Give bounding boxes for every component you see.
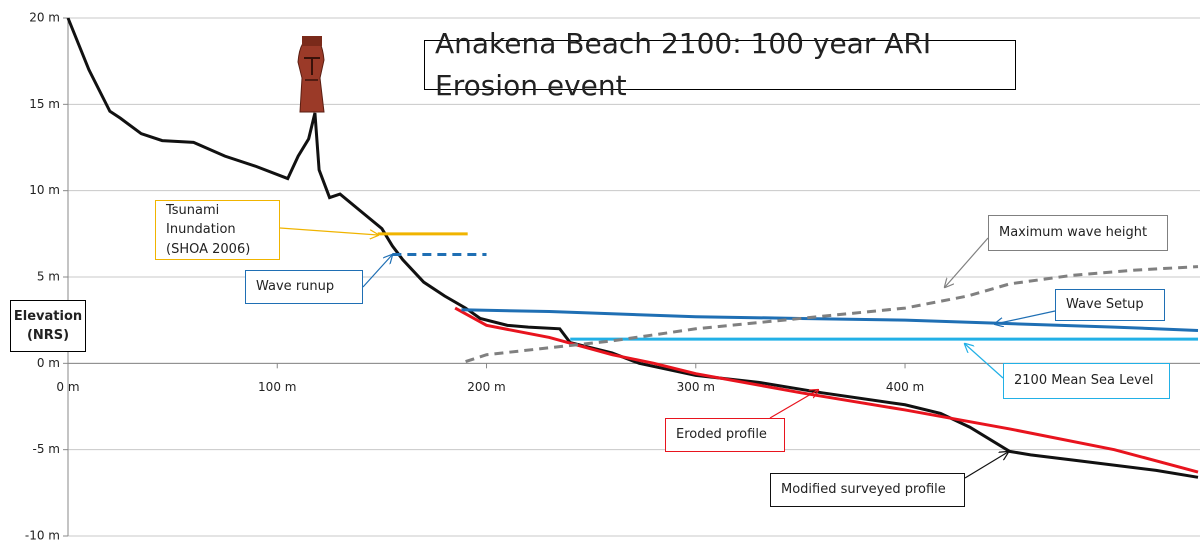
- y-tick-label: 0 m: [37, 356, 60, 370]
- x-tick-label: 0 m: [56, 380, 79, 394]
- legend-entry: Modified surveyed profile: [770, 473, 965, 507]
- legend-entry: Wave runup: [245, 270, 363, 304]
- legend-entry: Wave Setup: [1055, 289, 1165, 321]
- y-tick-label: 10 m: [29, 183, 60, 197]
- x-tick-label: 100 m: [258, 380, 296, 394]
- callout-arrow: [280, 228, 378, 235]
- moai-icon: [298, 36, 324, 112]
- y-tick-label: -5 m: [33, 442, 60, 456]
- y-tick-label: 15 m: [29, 97, 60, 111]
- callout-arrow: [995, 311, 1055, 324]
- legend-entry: Maximum wave height: [988, 215, 1168, 251]
- legend-entry: 2100 Mean Sea Level: [1003, 363, 1170, 399]
- page: {"chart_data": {"type": "line", "title":…: [0, 0, 1200, 542]
- y-axis-label: Elevation (NRS): [10, 300, 86, 352]
- chart-title: Anakena Beach 2100: 100 year ARI Erosion…: [424, 40, 1016, 90]
- callout-arrow: [363, 255, 392, 287]
- callout-arrow: [965, 452, 1008, 478]
- legend-entry: Eroded profile: [665, 418, 785, 452]
- x-tick-label: 200 m: [467, 380, 505, 394]
- y-tick-label: 20 m: [29, 11, 60, 25]
- x-tick-label: 300 m: [677, 380, 715, 394]
- x-tick-label: 400 m: [886, 380, 924, 394]
- y-tick-label: 5 m: [37, 270, 60, 284]
- y-tick-label: -10 m: [25, 529, 60, 542]
- callout-arrow: [965, 344, 1003, 378]
- legend-entry: Tsunami Inundation (SHOA 2006): [155, 200, 280, 260]
- callout-arrow: [945, 238, 988, 287]
- callout-arrow: [770, 390, 818, 418]
